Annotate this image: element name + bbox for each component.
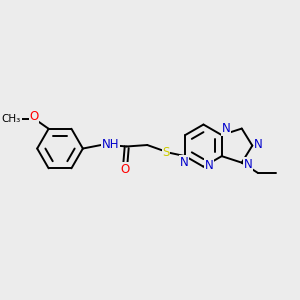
Text: N: N xyxy=(180,156,188,169)
Text: CH₃: CH₃ xyxy=(2,113,21,124)
Text: O: O xyxy=(29,110,39,123)
Text: S: S xyxy=(162,146,170,158)
Text: NH: NH xyxy=(102,138,119,151)
Text: N: N xyxy=(205,159,214,172)
Text: O: O xyxy=(121,163,130,176)
Text: N: N xyxy=(244,158,253,171)
Text: N: N xyxy=(254,138,263,151)
Text: N: N xyxy=(222,122,230,135)
